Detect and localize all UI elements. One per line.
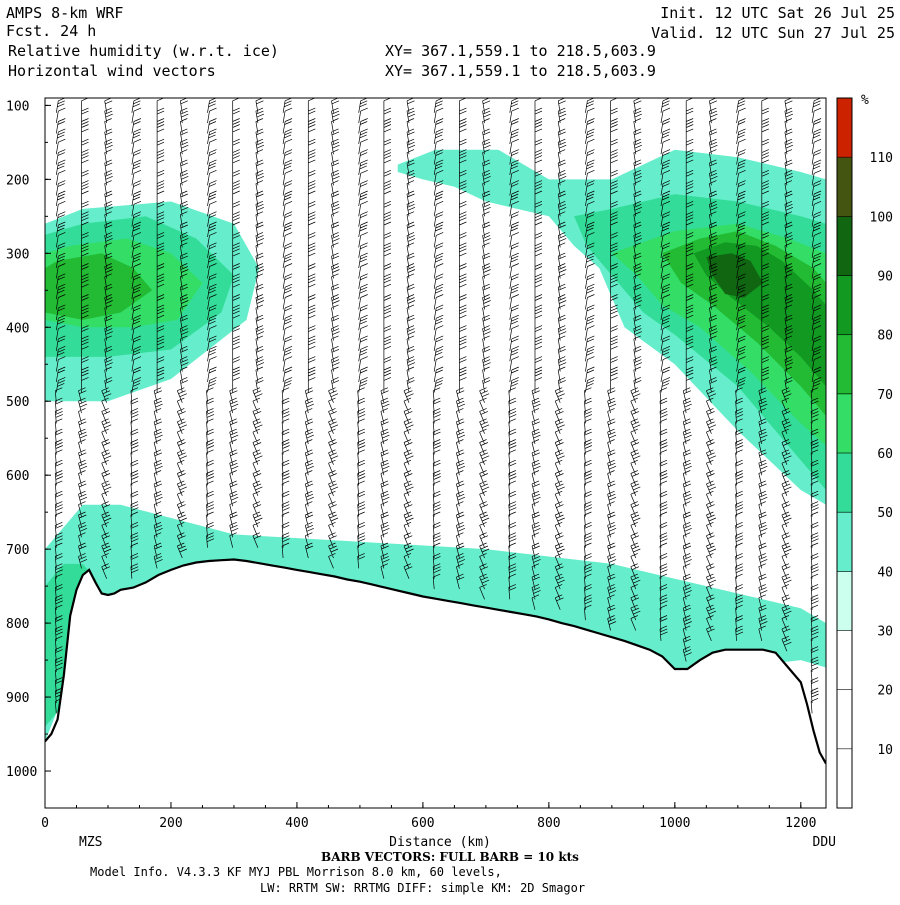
x-tick-label: 200 — [159, 816, 182, 831]
xy-range-2: XY= 367.1,559.1 to 218.5,603.9 — [385, 62, 656, 80]
colorbar-swatch — [837, 98, 852, 158]
x-right-endpoint: DDU — [813, 835, 836, 850]
y-tick-label: 100 — [6, 99, 29, 114]
terrain-line — [45, 558, 826, 765]
colorbar-unit: % — [861, 93, 869, 108]
rh-region-3 — [45, 253, 153, 320]
colorbar-label: 110 — [870, 151, 893, 166]
plot-frame — [44, 97, 827, 809]
colorbar-swatch — [837, 157, 852, 217]
x-axis: 0 200 400 600 800 1000 1200 — [41, 802, 816, 831]
y-tick-label: 1000 — [6, 765, 37, 780]
y-axis: 100 200 300 400 500 600 700 800 900 1000 — [6, 99, 51, 809]
colorbar-label: 20 — [877, 684, 893, 699]
x-tick-label: 600 — [411, 816, 434, 831]
x-axis-label: Distance (km) — [389, 835, 491, 850]
y-tick-label: 400 — [6, 321, 29, 336]
rh-region-11 — [706, 253, 763, 298]
colorbar-label: 60 — [877, 447, 893, 462]
colorbar-swatch — [837, 216, 852, 276]
colorbar-swatch — [837, 393, 852, 454]
valid-time: Valid. 12 UTC Sun 27 Jul 25 — [651, 24, 895, 42]
x-tick-label: 0 — [41, 816, 49, 831]
barb-paths — [54, 98, 822, 714]
y-tick-label: 800 — [6, 617, 29, 632]
wind-barbs — [54, 98, 822, 714]
model-title: AMPS 8-km WRF — [6, 4, 123, 22]
x-left-endpoint: MZS — [79, 835, 102, 850]
x-tick-label: 1000 — [659, 816, 690, 831]
colorbar-swatch — [837, 275, 852, 336]
colorbar-swatch — [837, 453, 852, 513]
colorbar: 10 20 30 40 50 60 70 80 90 100 110 — [836, 97, 893, 809]
y-tick-label: 700 — [6, 543, 29, 558]
y-tick-label: 300 — [6, 247, 29, 262]
colorbar-label: 70 — [877, 388, 893, 403]
model-info: Model Info. V4.3.3 KF MYJ PBL Morrison 8… — [90, 865, 502, 879]
plot-area — [45, 98, 826, 808]
init-time: Init. 12 UTC Sat 26 Jul 25 — [660, 4, 895, 22]
colorbar-swatch — [837, 748, 852, 809]
colorbar-swatch — [837, 630, 852, 691]
x-tick-label: 800 — [537, 816, 560, 831]
xy-range-1: XY= 367.1,559.1 to 218.5,603.9 — [385, 42, 656, 60]
terrain-fill — [45, 559, 826, 808]
forecast-hour: Fcst. 24 h — [6, 22, 96, 40]
x-tick-label: 1200 — [785, 816, 816, 831]
colorbar-swatch — [837, 512, 852, 572]
y-tick-label: 200 — [6, 173, 29, 188]
colorbar-label: 10 — [877, 743, 893, 758]
colorbar-swatch — [837, 571, 852, 631]
y-tick-label: 500 — [6, 395, 29, 410]
field-title-wind: Horizontal wind vectors — [8, 62, 216, 80]
colorbar-label: 30 — [877, 625, 893, 640]
colorbar-label: 100 — [870, 210, 893, 225]
colorbar-swatch — [837, 689, 852, 750]
physics-info: LW: RRTM SW: RRTMG DIFF: simple KM: 2D S… — [260, 881, 585, 895]
y-tick-label: 600 — [6, 469, 29, 484]
x-tick-label: 400 — [285, 816, 308, 831]
y-tick-label: 900 — [6, 691, 29, 706]
colorbar-label: 80 — [877, 329, 893, 344]
barb-note: BARB VECTORS: FULL BARB = 10 kts — [321, 850, 579, 864]
colorbar-swatch — [837, 334, 852, 395]
colorbar-label: 40 — [877, 565, 893, 580]
field-title-rh: Relative humidity (w.r.t. ice) — [8, 42, 279, 60]
colorbar-label: 50 — [877, 506, 893, 521]
terrain-layer — [45, 558, 826, 808]
colorbar-label: 90 — [877, 270, 893, 285]
